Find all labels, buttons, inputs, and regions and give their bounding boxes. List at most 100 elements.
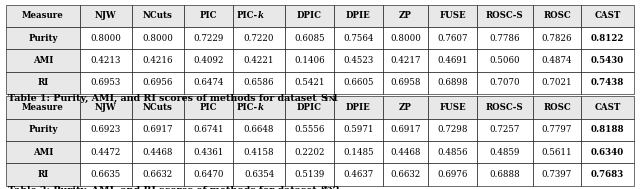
Bar — [532, 5, 581, 27]
Text: 0.6898: 0.6898 — [437, 78, 468, 87]
Text: 2: 2 — [332, 186, 339, 189]
Text: CAST: CAST — [595, 103, 621, 112]
Bar — [6, 49, 79, 72]
Text: 0.8000: 0.8000 — [390, 34, 421, 43]
Text: 0.4217: 0.4217 — [390, 56, 420, 65]
Text: 0.2202: 0.2202 — [294, 148, 324, 157]
Bar — [132, 163, 184, 186]
Text: 0.6586: 0.6586 — [244, 78, 275, 87]
Bar — [79, 72, 132, 94]
Text: FUSE: FUSE — [439, 103, 466, 112]
Bar — [132, 49, 184, 72]
Bar — [132, 27, 184, 49]
Bar — [334, 96, 383, 119]
Text: 0.7607: 0.7607 — [437, 34, 468, 43]
Text: 0.7683: 0.7683 — [591, 170, 624, 179]
Bar — [285, 27, 334, 49]
Bar — [428, 27, 477, 49]
Text: 0.4691: 0.4691 — [437, 56, 468, 65]
Text: 0.7229: 0.7229 — [193, 34, 224, 43]
Bar — [233, 49, 285, 72]
Bar — [79, 49, 132, 72]
Text: 0.5421: 0.5421 — [294, 78, 324, 87]
Bar — [428, 96, 477, 119]
Text: 0.4092: 0.4092 — [193, 56, 224, 65]
Text: ROSC-S: ROSC-S — [486, 103, 524, 112]
Bar — [184, 96, 233, 119]
Bar — [184, 119, 233, 141]
Bar — [132, 96, 184, 119]
Text: PIC: PIC — [200, 11, 217, 20]
Bar — [233, 27, 285, 49]
Text: 0.4158: 0.4158 — [244, 148, 275, 157]
Bar — [334, 141, 383, 163]
Text: NJW: NJW — [95, 11, 116, 20]
Text: AMI: AMI — [33, 148, 53, 157]
Bar — [477, 119, 532, 141]
Text: ROSC-S: ROSC-S — [486, 11, 524, 20]
Text: 0.7220: 0.7220 — [244, 34, 275, 43]
Bar — [428, 119, 477, 141]
Bar — [334, 49, 383, 72]
Text: 0.8000: 0.8000 — [90, 34, 121, 43]
Text: 0.7564: 0.7564 — [343, 34, 374, 43]
Bar — [532, 72, 581, 94]
Text: Purity: Purity — [28, 125, 58, 134]
Bar — [132, 5, 184, 27]
Text: S: S — [320, 94, 327, 103]
Bar — [6, 163, 79, 186]
Bar — [334, 72, 383, 94]
Text: PIC: PIC — [200, 103, 217, 112]
Bar — [383, 96, 428, 119]
Text: RI: RI — [37, 170, 49, 179]
Bar — [233, 141, 285, 163]
Bar — [477, 96, 532, 119]
Bar — [428, 5, 477, 27]
Text: 0.6340: 0.6340 — [591, 148, 624, 157]
Text: CAST: CAST — [595, 11, 621, 20]
Bar — [532, 119, 581, 141]
Text: 0.6953: 0.6953 — [91, 78, 121, 87]
Bar — [184, 27, 233, 49]
Text: 0.6923: 0.6923 — [91, 125, 121, 134]
Text: 0.4216: 0.4216 — [143, 56, 173, 65]
Bar — [581, 27, 634, 49]
Text: 0.4523: 0.4523 — [343, 56, 374, 65]
Text: 0.6635: 0.6635 — [91, 170, 121, 179]
Text: 0.4468: 0.4468 — [390, 148, 420, 157]
Text: NCuts: NCuts — [143, 11, 173, 20]
Text: 0.7070: 0.7070 — [490, 78, 520, 87]
Text: 0.6741: 0.6741 — [193, 125, 224, 134]
Text: 0.4637: 0.4637 — [343, 170, 374, 179]
Bar — [334, 5, 383, 27]
Bar — [334, 119, 383, 141]
Bar — [477, 163, 532, 186]
Bar — [428, 49, 477, 72]
Text: 0.5430: 0.5430 — [591, 56, 624, 65]
Bar — [581, 72, 634, 94]
Text: 0.6632: 0.6632 — [143, 170, 173, 179]
Bar — [581, 119, 634, 141]
Text: NCuts: NCuts — [143, 103, 173, 112]
Text: DPIE: DPIE — [346, 103, 371, 112]
Bar — [184, 163, 233, 186]
Text: YN: YN — [323, 186, 335, 189]
Bar — [79, 119, 132, 141]
Bar — [334, 27, 383, 49]
Bar — [285, 72, 334, 94]
Bar — [79, 141, 132, 163]
Bar — [132, 119, 184, 141]
Bar — [6, 119, 79, 141]
Text: DPIE: DPIE — [346, 11, 371, 20]
Bar — [233, 96, 285, 119]
Text: YN: YN — [323, 95, 335, 103]
Bar — [79, 5, 132, 27]
Text: 0.6917: 0.6917 — [143, 125, 173, 134]
Text: 0.4472: 0.4472 — [90, 148, 121, 157]
Text: 0.7797: 0.7797 — [541, 125, 572, 134]
Bar — [477, 27, 532, 49]
Bar — [383, 49, 428, 72]
Text: DPIC: DPIC — [297, 11, 322, 20]
Bar — [132, 72, 184, 94]
Bar — [285, 163, 334, 186]
